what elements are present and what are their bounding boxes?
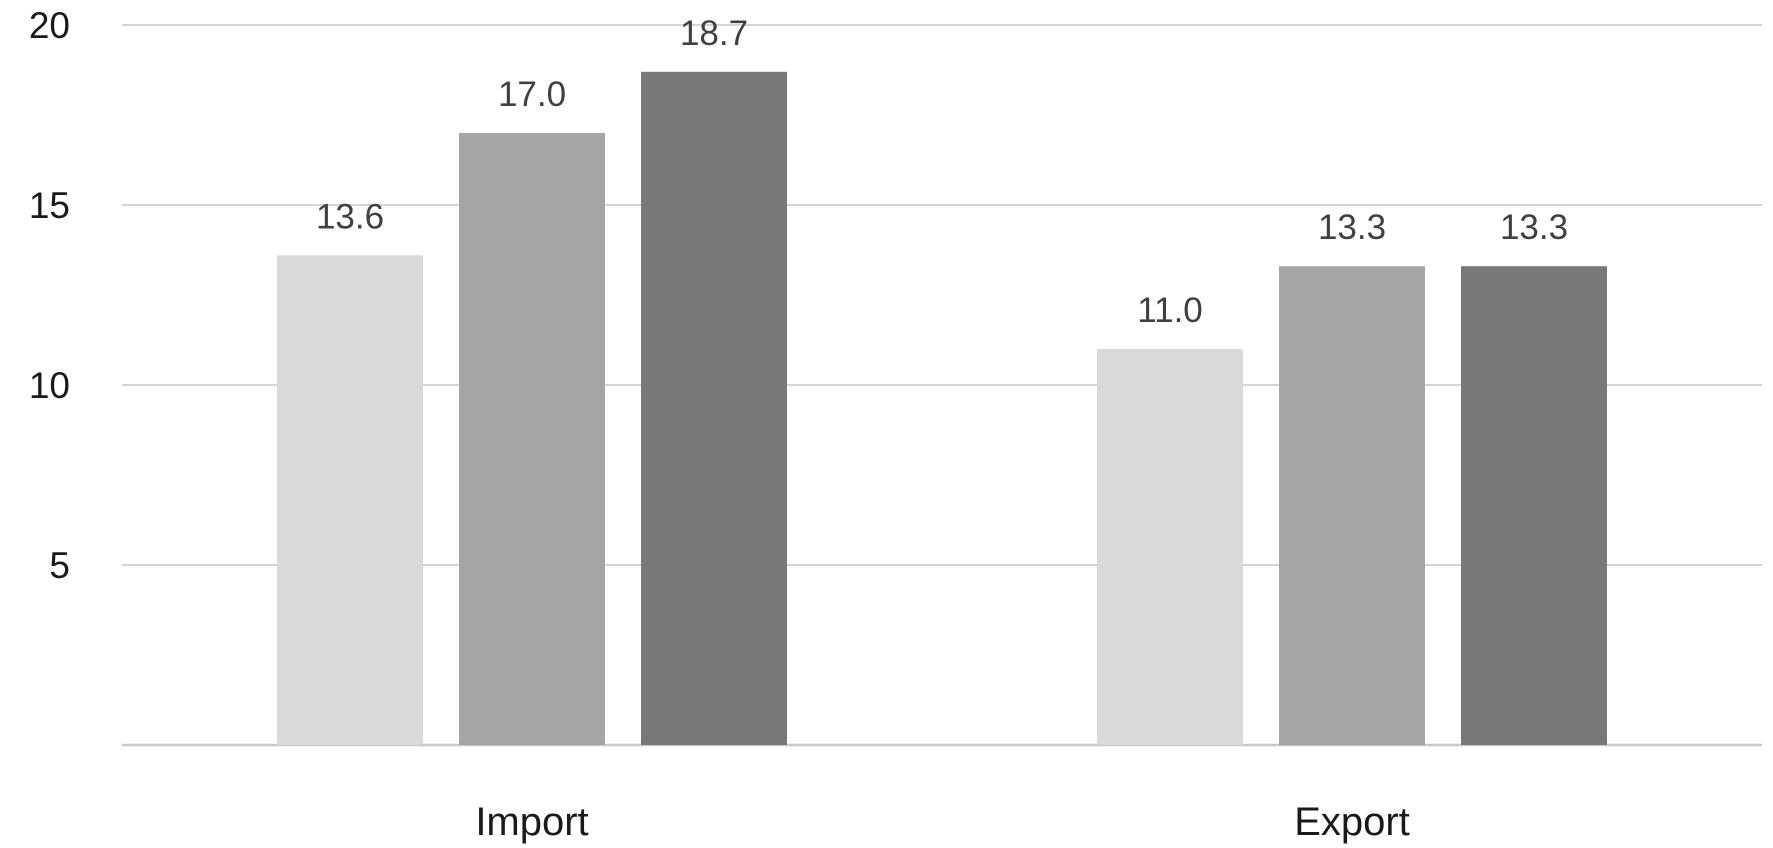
data-label: 17.0 (498, 75, 566, 114)
y-tick-label: 20 (29, 5, 70, 46)
y-tick-label: 5 (49, 545, 70, 586)
data-labels: 13.6 17.0 18.7 11.0 13.3 13.3 (316, 14, 1568, 330)
y-tick-label: 15 (29, 185, 70, 226)
x-axis-categories: Import Export (475, 800, 1409, 844)
bar (1461, 266, 1607, 745)
bar (1097, 349, 1243, 745)
y-tick-label: 10 (29, 365, 70, 406)
x-category-label: Export (1294, 800, 1410, 844)
bars (277, 71, 1607, 746)
bar (459, 133, 605, 745)
data-label: 18.7 (680, 14, 748, 53)
bar (277, 255, 423, 745)
data-label: 11.0 (1137, 291, 1203, 330)
y-axis-ticks: 5 10 15 20 (29, 5, 70, 586)
data-label: 13.3 (1318, 208, 1386, 247)
data-label: 13.3 (1500, 208, 1568, 247)
bar (1279, 266, 1425, 745)
bar (641, 71, 787, 746)
x-category-label: Import (475, 800, 588, 844)
data-label: 13.6 (316, 197, 384, 236)
